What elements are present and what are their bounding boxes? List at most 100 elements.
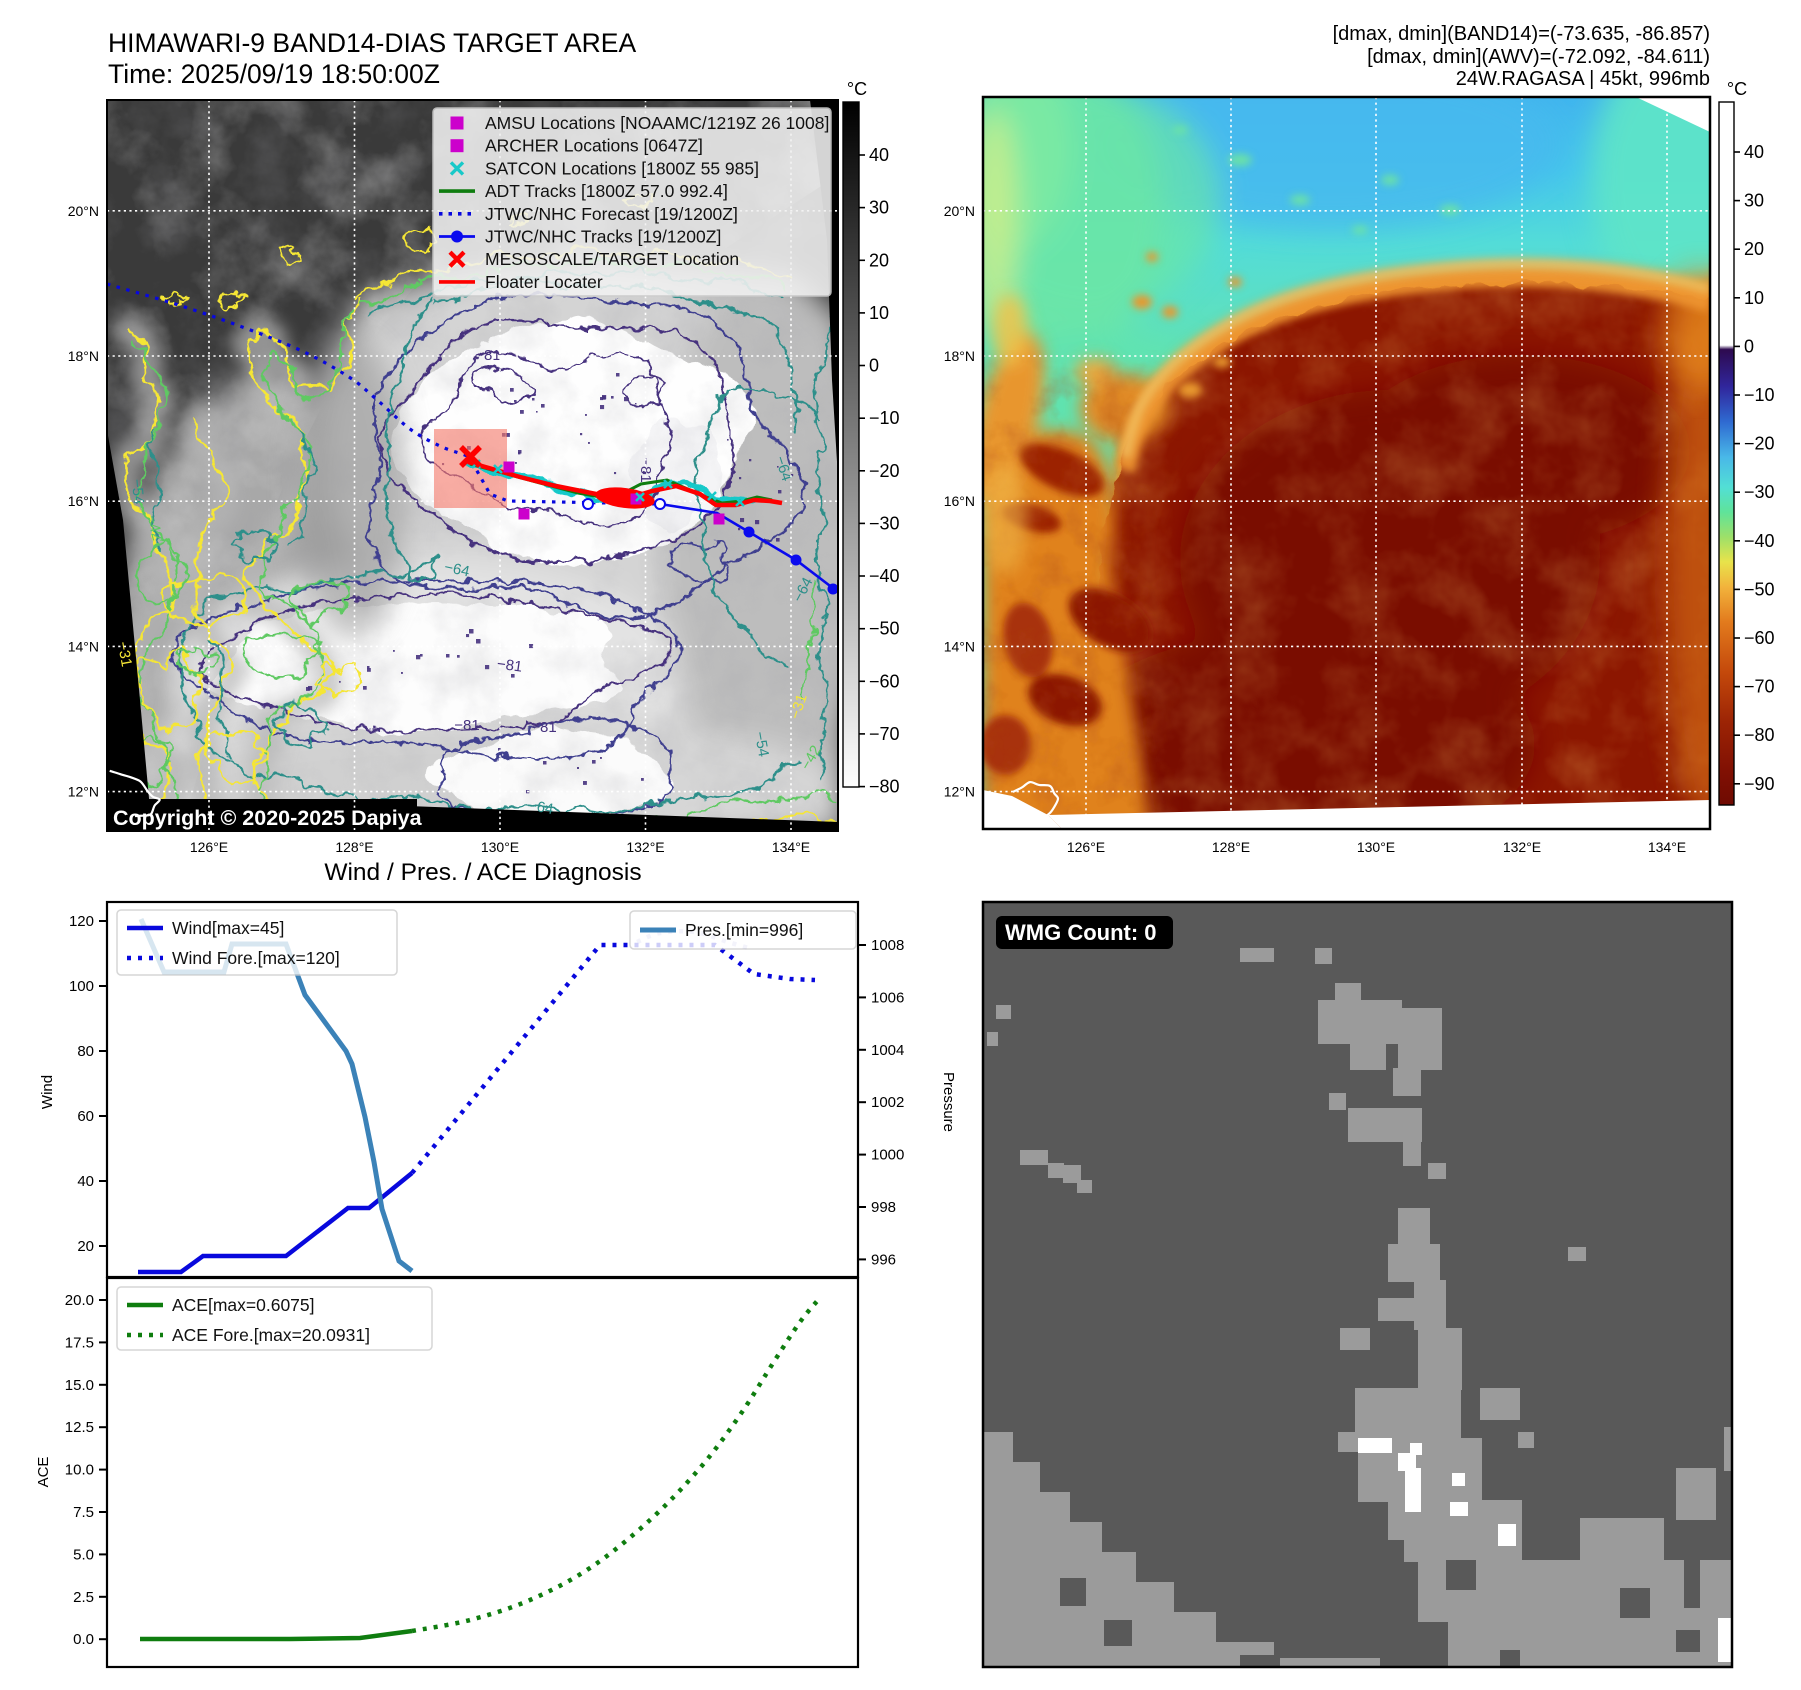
- svg-text:0: 0: [869, 356, 879, 376]
- svg-text:2.5: 2.5: [73, 1589, 94, 1606]
- svg-text:−81: −81: [496, 655, 524, 675]
- svg-text:40: 40: [77, 1173, 94, 1190]
- svg-text:°C: °C: [847, 79, 867, 99]
- svg-text:130°E: 130°E: [1357, 839, 1395, 855]
- svg-text:ACE Fore.[max=20.0931]: ACE Fore.[max=20.0931]: [172, 1325, 370, 1345]
- svg-text:WMG Count: 0: WMG Count: 0: [1005, 920, 1157, 945]
- svg-text:−40: −40: [869, 566, 900, 586]
- svg-text:0: 0: [1744, 336, 1754, 356]
- svg-text:JTWC/NHC Tracks [19/1200Z]: JTWC/NHC Tracks [19/1200Z]: [485, 227, 721, 247]
- svg-text:30: 30: [869, 198, 889, 218]
- svg-text:−10: −10: [869, 408, 900, 428]
- svg-text:12°N: 12°N: [944, 784, 975, 800]
- svg-text:1008: 1008: [871, 937, 904, 954]
- svg-text:ACE[max=0.6075]: ACE[max=0.6075]: [172, 1295, 315, 1315]
- svg-text:−70: −70: [1744, 677, 1775, 697]
- svg-text:12.5: 12.5: [65, 1419, 94, 1436]
- svg-text:130°E: 130°E: [481, 839, 519, 855]
- svg-text:24W.RAGASA | 45kt, 996mb: 24W.RAGASA | 45kt, 996mb: [1456, 68, 1710, 90]
- svg-text:30: 30: [1744, 191, 1764, 211]
- svg-text:−50: −50: [869, 619, 900, 639]
- svg-text:18°N: 18°N: [944, 348, 975, 364]
- svg-text:ACE: ACE: [35, 1457, 52, 1488]
- svg-text:−54: −54: [128, 478, 147, 505]
- svg-text:ARCHER Locations [0647Z]: ARCHER Locations [0647Z]: [485, 136, 703, 156]
- svg-text:SATCON Locations [1800Z 55 985: SATCON Locations [1800Z 55 985]: [485, 158, 759, 178]
- svg-text:20: 20: [77, 1238, 94, 1255]
- svg-text:20.0: 20.0: [65, 1292, 94, 1309]
- svg-text:128°E: 128°E: [1212, 839, 1250, 855]
- svg-text:−70: −70: [869, 724, 900, 744]
- svg-text:16°N: 16°N: [68, 493, 99, 509]
- svg-text:14°N: 14°N: [68, 638, 99, 654]
- svg-text:−31: −31: [114, 640, 135, 668]
- svg-text:7.5: 7.5: [73, 1504, 94, 1521]
- svg-text:[dmax, dmin](AWV)=(-72.092, -8: [dmax, dmin](AWV)=(-72.092, -84.611): [1367, 46, 1710, 68]
- svg-text:−90: −90: [1744, 774, 1775, 794]
- svg-text:Pressure: Pressure: [940, 1072, 957, 1132]
- svg-text:−50: −50: [1744, 579, 1775, 599]
- svg-text:[dmax, dmin](BAND14)=(-73.635,: [dmax, dmin](BAND14)=(-73.635, -86.857): [1333, 23, 1710, 45]
- svg-text:120: 120: [69, 913, 94, 930]
- svg-text:132°E: 132°E: [626, 839, 664, 855]
- svg-text:−60: −60: [869, 671, 900, 691]
- svg-text:40: 40: [869, 145, 889, 165]
- svg-text:998: 998: [871, 1199, 896, 1216]
- svg-text:134°E: 134°E: [772, 839, 810, 855]
- svg-text:15.0: 15.0: [65, 1377, 94, 1394]
- svg-text:−80: −80: [869, 777, 900, 797]
- svg-text:Pres.[min=996]: Pres.[min=996]: [685, 920, 803, 940]
- svg-text:Copyright © 2020-2025 Dapiya: Copyright © 2020-2025 Dapiya: [113, 806, 423, 830]
- svg-text:°C: °C: [1727, 79, 1747, 99]
- svg-text:ADT Tracks [1800Z 57.0 992.4]: ADT Tracks [1800Z 57.0 992.4]: [485, 181, 728, 201]
- svg-text:Wind[max=45]: Wind[max=45]: [172, 918, 284, 938]
- svg-text:20: 20: [869, 250, 889, 270]
- svg-text:132°E: 132°E: [1503, 839, 1541, 855]
- svg-text:−81: −81: [454, 717, 479, 734]
- svg-text:18°N: 18°N: [68, 348, 99, 364]
- svg-text:−64: −64: [443, 559, 471, 581]
- svg-text:−40: −40: [1744, 531, 1775, 551]
- svg-text:Floater Locater: Floater Locater: [485, 272, 603, 292]
- svg-text:Time: 2025/09/19 18:50:00Z: Time: 2025/09/19 18:50:00Z: [108, 59, 440, 89]
- svg-text:20: 20: [1744, 239, 1764, 259]
- svg-text:5.0: 5.0: [73, 1546, 94, 1563]
- svg-text:10.0: 10.0: [65, 1462, 94, 1479]
- svg-text:−10: −10: [1744, 385, 1775, 405]
- svg-text:10: 10: [1744, 288, 1764, 308]
- svg-text:60: 60: [77, 1108, 94, 1125]
- svg-text:−81: −81: [531, 719, 556, 736]
- svg-text:14°N: 14°N: [944, 638, 975, 654]
- svg-text:Wind Fore.[max=120]: Wind Fore.[max=120]: [172, 948, 340, 968]
- svg-text:20°N: 20°N: [68, 203, 99, 219]
- svg-text:12°N: 12°N: [68, 784, 99, 800]
- svg-text:1006: 1006: [871, 989, 904, 1006]
- svg-text:−30: −30: [869, 513, 900, 533]
- svg-text:1002: 1002: [871, 1094, 904, 1111]
- svg-text:0.0: 0.0: [73, 1631, 94, 1648]
- svg-text:−80: −80: [1744, 725, 1775, 745]
- svg-text:126°E: 126°E: [1067, 839, 1105, 855]
- svg-text:−20: −20: [869, 461, 900, 481]
- svg-text:HIMAWARI-9 BAND14-DIAS TARGET: HIMAWARI-9 BAND14-DIAS TARGET AREA: [108, 28, 636, 58]
- svg-text:Wind / Pres. / ACE Diagnosis: Wind / Pres. / ACE Diagnosis: [324, 859, 641, 886]
- svg-text:−54: −54: [751, 730, 772, 758]
- svg-text:80: 80: [77, 1043, 94, 1060]
- svg-text:126°E: 126°E: [190, 839, 228, 855]
- svg-text:1004: 1004: [871, 1042, 904, 1059]
- svg-text:128°E: 128°E: [335, 839, 373, 855]
- svg-text:40: 40: [1744, 142, 1764, 162]
- svg-text:−42: −42: [143, 513, 166, 542]
- svg-text:20°N: 20°N: [944, 203, 975, 219]
- svg-text:−30: −30: [1744, 482, 1775, 502]
- svg-text:996: 996: [871, 1251, 896, 1268]
- svg-text:Wind: Wind: [39, 1075, 56, 1109]
- svg-text:JTWC/NHC Forecast [19/1200Z]: JTWC/NHC Forecast [19/1200Z]: [485, 204, 738, 224]
- svg-text:134°E: 134°E: [1648, 839, 1686, 855]
- svg-text:−60: −60: [1744, 628, 1775, 648]
- svg-text:MESOSCALE/TARGET Location: MESOSCALE/TARGET Location: [485, 249, 739, 269]
- svg-text:AMSU Locations [NOAAMC/1219Z 2: AMSU Locations [NOAAMC/1219Z 26 1008]: [485, 113, 829, 133]
- svg-text:1000: 1000: [871, 1147, 904, 1164]
- svg-text:−64: −64: [527, 797, 555, 818]
- svg-text:10: 10: [869, 303, 889, 323]
